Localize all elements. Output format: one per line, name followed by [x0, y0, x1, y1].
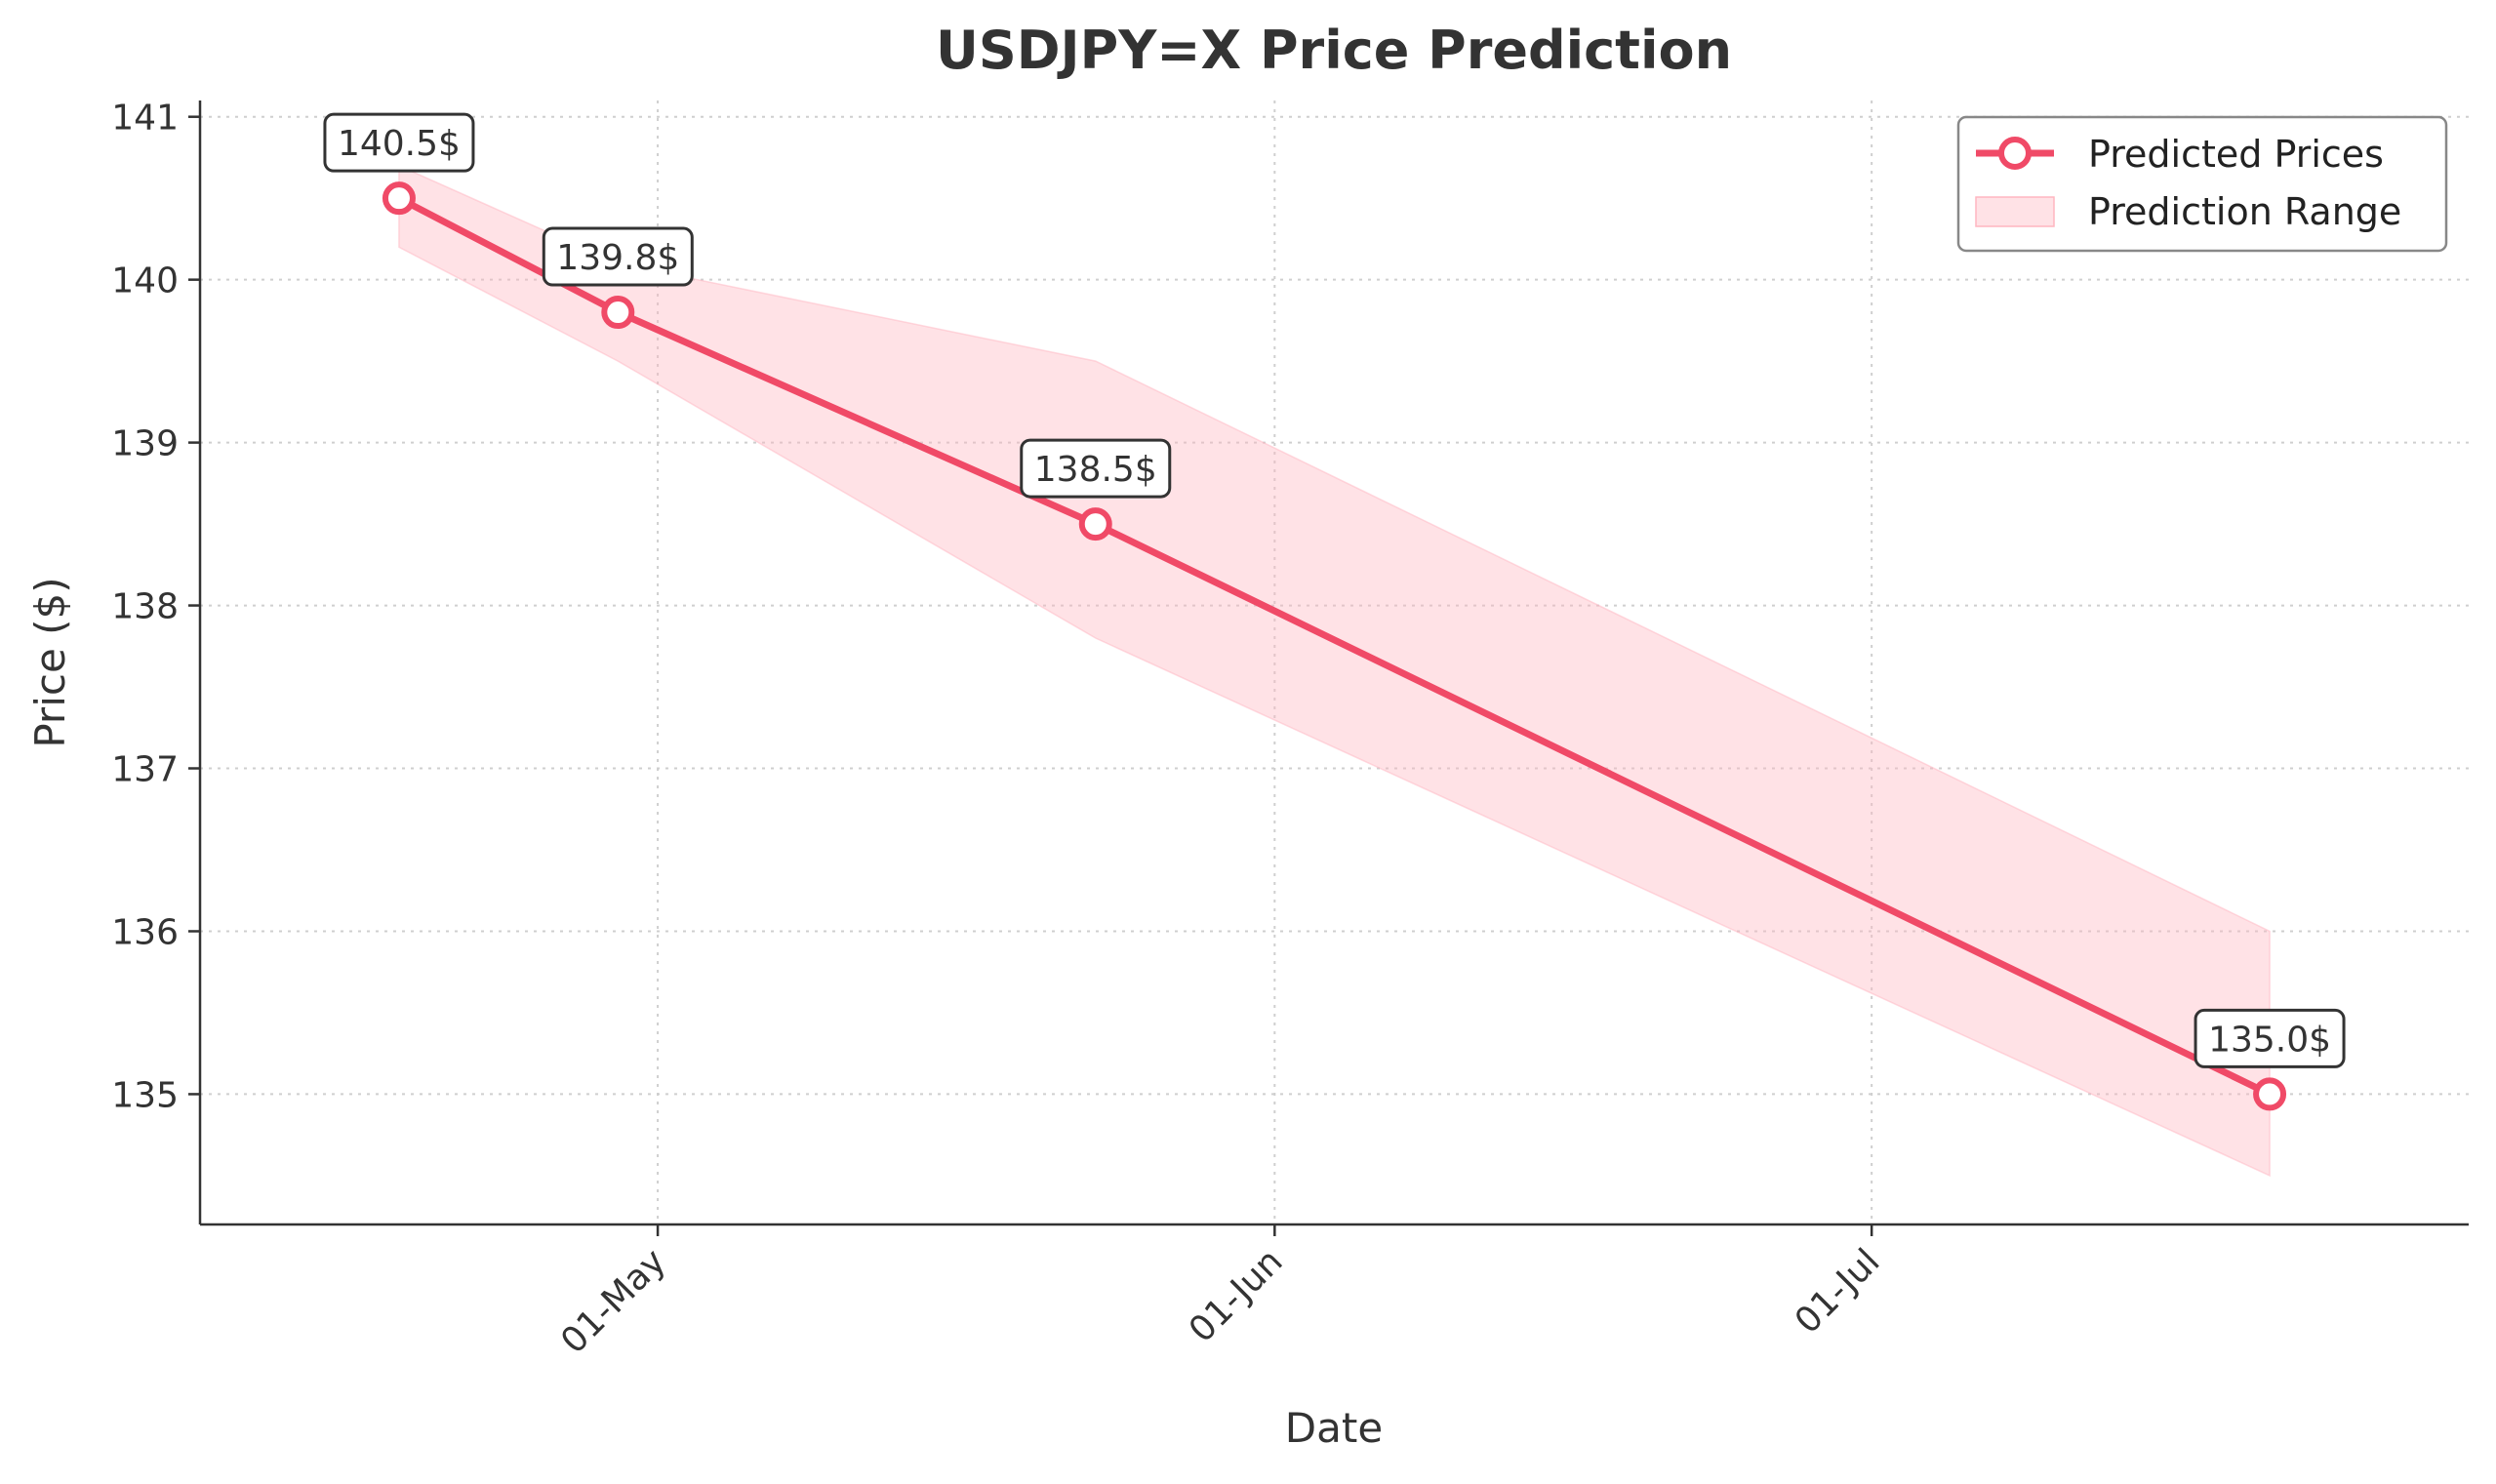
predicted-price-point	[1078, 507, 1112, 541]
y-axis-label: Price ($)	[26, 577, 74, 747]
y-tick-label: 137	[111, 750, 179, 790]
data-label: 135.0$	[2208, 1020, 2331, 1060]
predicted-prices-series	[382, 181, 2287, 1111]
predicted-price-point	[382, 181, 416, 216]
data-label: 139.8$	[556, 238, 679, 278]
predicted-price-point	[2253, 1077, 2287, 1111]
data-label: 140.5$	[338, 124, 461, 164]
chart-title: USDJPY=X Price Prediction	[936, 20, 1732, 81]
y-tick-label: 138	[111, 587, 179, 627]
prediction-range-area	[398, 164, 2271, 1178]
legend-box	[1956, 115, 2448, 253]
data-labels: 140.5$ 139.8$ 138.5$ 135.0$	[323, 112, 2346, 1068]
data-label-box	[2194, 1008, 2346, 1068]
legend-marker-icon	[1998, 137, 2032, 170]
data-label-box	[542, 226, 694, 287]
y-tick-label: 141	[111, 99, 179, 139]
legend-label-range: Prediction Range	[2088, 190, 2401, 233]
data-label-box	[323, 112, 475, 173]
y-axis-ticks: 135 136 137 138 139 140 141	[111, 99, 200, 1115]
y-tick-label: 139	[111, 424, 179, 464]
predicted-price-point	[601, 296, 635, 330]
y-tick-label: 135	[111, 1075, 179, 1115]
y-tick-label: 136	[111, 912, 179, 952]
legend: Predicted Prices Prediction Range	[1956, 115, 2448, 253]
predicted-prices-line	[395, 194, 2274, 1098]
legend-label-predicted: Predicted Prices	[2088, 133, 2384, 176]
data-label: 138.5$	[1034, 450, 1157, 490]
legend-range-swatch	[1975, 196, 2055, 227]
prediction-range-band	[398, 164, 2271, 1178]
data-label-box	[1020, 438, 1172, 499]
axes	[198, 100, 2469, 1226]
y-tick-label: 140	[111, 261, 179, 301]
x-axis-label: Date	[1285, 1404, 1383, 1452]
